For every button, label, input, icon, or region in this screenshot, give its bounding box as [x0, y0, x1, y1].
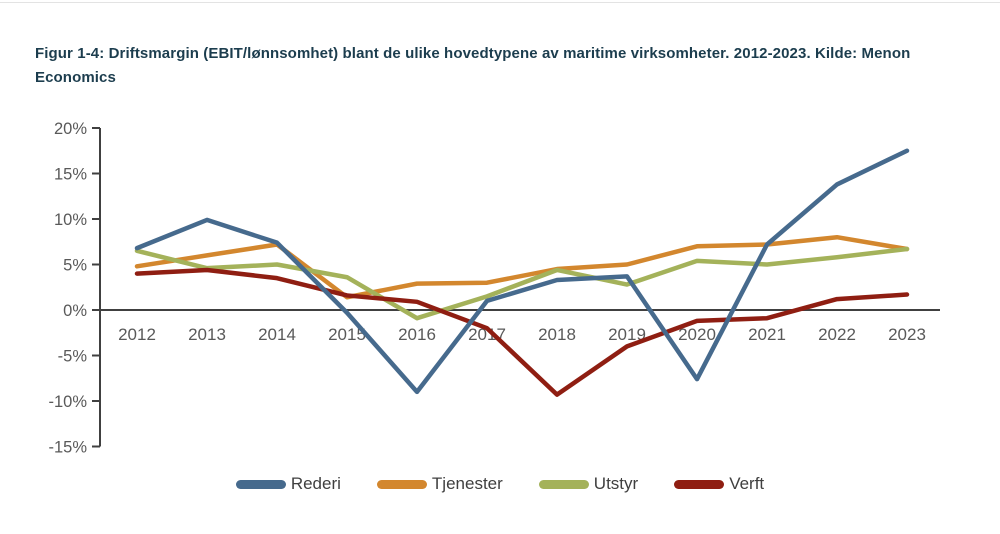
y-tick-label: 5%: [63, 257, 87, 275]
legend-label-rederi: Rederi: [290, 474, 341, 493]
series-line-tjenester: [134, 234, 910, 300]
legend-swatch-utstyr: [538, 479, 589, 489]
x-tick-label: 2012: [118, 325, 156, 344]
series-line-utstyr: [134, 246, 910, 321]
legend-item-rederi: Rederi: [235, 474, 341, 494]
legend-label-tjenester: Tjenester: [431, 474, 503, 493]
x-tick-label: 2020: [678, 325, 716, 344]
y-tick-label: -10%: [48, 393, 87, 411]
y-tick-label: -15%: [48, 439, 87, 457]
y-tick-label: 20%: [54, 120, 87, 138]
top-divider: [0, 2, 1000, 3]
x-tick-label: 2022: [818, 325, 856, 344]
x-tick-label: 2013: [188, 325, 226, 344]
series-line-rederi: [134, 148, 910, 395]
y-tick-label: 10%: [54, 211, 87, 229]
legend-item-tjenester: Tjenester: [376, 474, 503, 494]
chart-legend: Rederi Tjenester Utstyr Verft: [0, 474, 1000, 494]
series-line-verft: [134, 267, 910, 397]
x-tick-label: 2018: [538, 325, 576, 344]
line-chart: 20% 15% 10% 5% 0% -5% -10% -15% 2012 2013 2014 2015…: [48, 120, 940, 457]
legend-swatch-tjenester: [376, 479, 427, 489]
x-tick-label: 2019: [608, 325, 646, 344]
x-tick-label: 2016: [398, 325, 436, 344]
y-tick-label: -5%: [58, 348, 88, 366]
legend-label-utstyr: Utstyr: [593, 474, 639, 493]
x-tick-label: 2021: [748, 325, 786, 344]
legend-item-utstyr: Utstyr: [538, 474, 639, 494]
legend-swatch-verft: [674, 479, 725, 489]
y-tick-label: 0%: [63, 302, 87, 320]
legend-swatch-rederi: [235, 479, 286, 489]
x-tick-label: 2023: [888, 325, 926, 344]
x-tick-label: 2014: [258, 325, 296, 344]
legend-item-verft: Verft: [674, 474, 764, 494]
figure-title: Figur 1-4: Driftsmargin (EBIT/lønnsomhet…: [35, 45, 911, 86]
legend-label-verft: Verft: [729, 474, 765, 493]
y-tick-label: 15%: [54, 166, 87, 184]
x-tick-label: 2015: [328, 325, 366, 344]
